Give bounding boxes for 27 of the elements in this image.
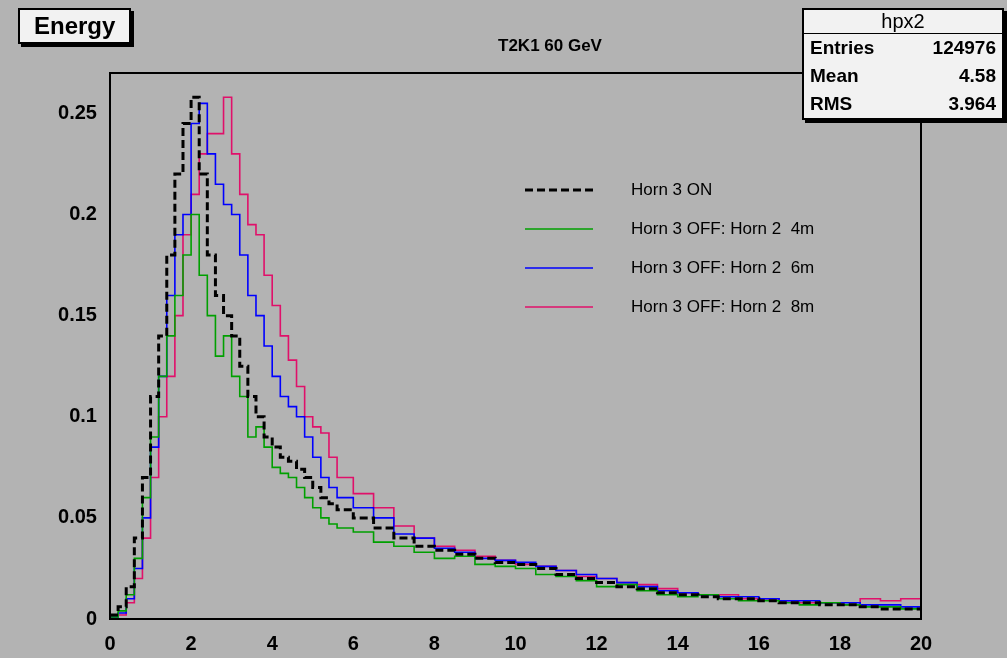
y-tick-label: 0.2 — [69, 202, 97, 225]
y-tick-label: 0.1 — [69, 404, 97, 427]
y-tick-label: 0.15 — [58, 303, 97, 326]
legend-label: Horn 3 OFF: Horn 2 8m — [631, 296, 815, 316]
x-tick-label: 8 — [428, 631, 440, 654]
x-tick-label: 20 — [909, 631, 933, 654]
x-tick-label: 4 — [266, 631, 279, 654]
text: Mean 4.58 — [810, 65, 996, 86]
text: hpx2 — [804, 10, 1002, 34]
x-tick-label: 16 — [747, 631, 770, 654]
y-tick-label: 0.25 — [58, 100, 97, 123]
legend-label: Horn 3 OFF: Horn 2 6m — [631, 257, 815, 277]
text: Entries 124976 — [810, 37, 996, 58]
y-tick-label: 0.05 — [58, 505, 97, 528]
y-tick-label: 0 — [85, 606, 97, 629]
x-tick-label: 0 — [104, 631, 116, 654]
x-tick-label: 6 — [347, 631, 359, 654]
legend-label: Horn 3 OFF: Horn 2 4m — [631, 218, 815, 238]
text: RMS 3.964 — [810, 93, 996, 114]
x-tick-label: 10 — [504, 631, 527, 654]
x-tick-label: 2 — [185, 631, 197, 654]
chart-title: Energy — [18, 8, 132, 44]
x-tick-label: 18 — [828, 631, 852, 654]
legend-label: Horn 3 ON — [631, 179, 713, 199]
x-tick-label: 12 — [585, 631, 608, 654]
chart-subtitle: T2K1 60 GeV — [497, 36, 603, 56]
x-tick-label: 14 — [666, 631, 690, 654]
